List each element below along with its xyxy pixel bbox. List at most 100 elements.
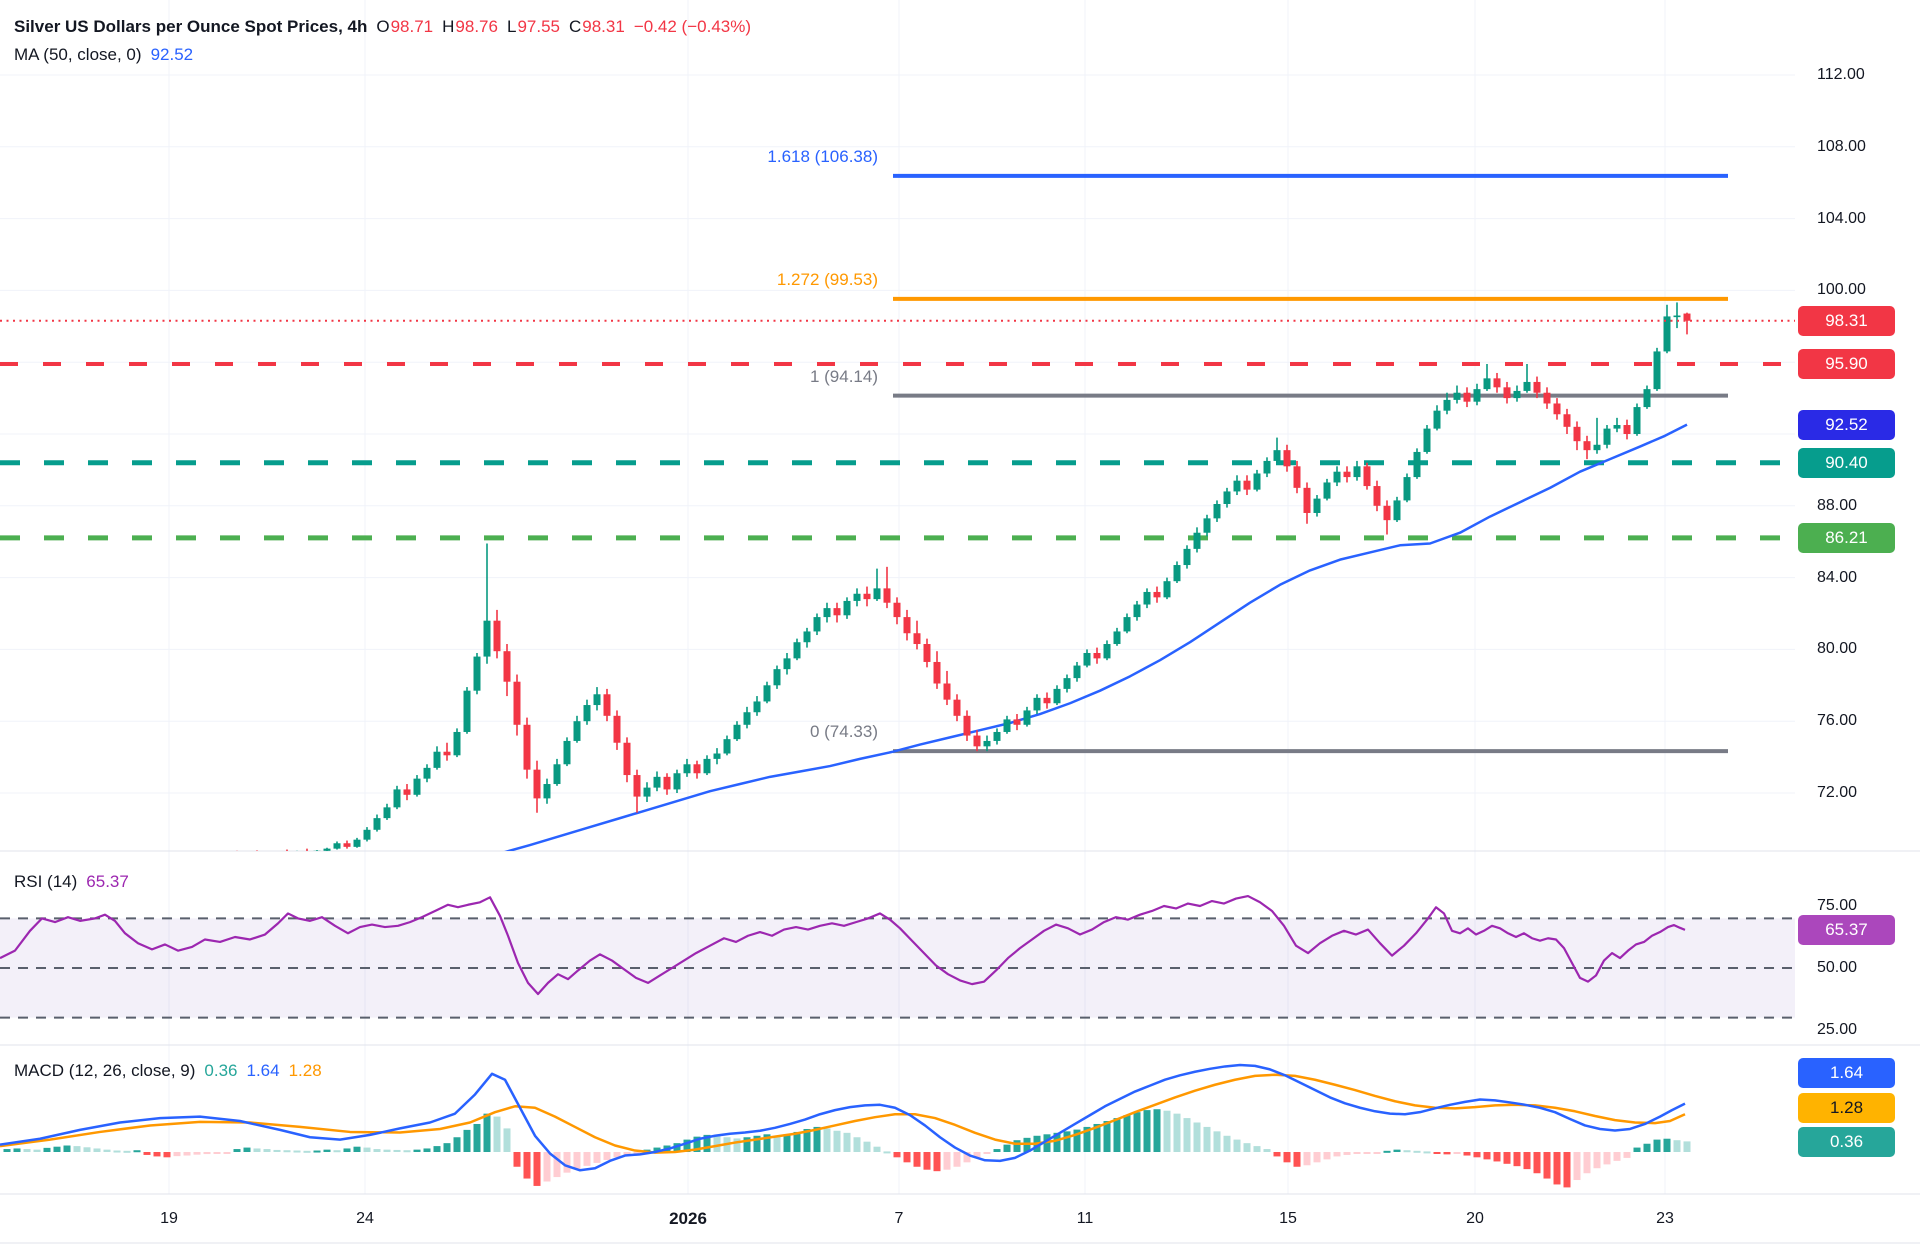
candle[interactable] — [1173, 561, 1181, 583]
candle[interactable] — [1123, 613, 1131, 634]
candle[interactable] — [1583, 435, 1591, 460]
candle[interactable] — [1543, 387, 1551, 409]
candle[interactable] — [1533, 376, 1541, 399]
candle[interactable] — [913, 620, 921, 650]
candle[interactable] — [683, 758, 691, 777]
candle[interactable] — [1683, 312, 1691, 335]
candle[interactable] — [943, 670, 951, 706]
candle[interactable] — [593, 687, 601, 711]
candle[interactable] — [333, 841, 341, 850]
candle[interactable] — [1263, 457, 1271, 478]
candle[interactable] — [1423, 425, 1431, 454]
candles[interactable] — [234, 302, 1691, 856]
candle[interactable] — [1433, 405, 1441, 431]
candle[interactable] — [1153, 586, 1161, 603]
candle[interactable] — [783, 652, 791, 675]
candle[interactable] — [1163, 577, 1171, 600]
candle[interactable] — [723, 735, 731, 756]
candle[interactable] — [1033, 694, 1041, 715]
candle[interactable] — [853, 588, 861, 607]
candle[interactable] — [1503, 381, 1511, 404]
price-levels[interactable] — [0, 361, 1795, 541]
candle[interactable] — [703, 755, 711, 776]
candle[interactable] — [873, 568, 881, 601]
candle[interactable] — [1483, 363, 1491, 391]
candle[interactable] — [1023, 706, 1031, 727]
candle[interactable] — [1223, 487, 1231, 508]
candle[interactable] — [244, 852, 251, 856]
candle[interactable] — [643, 782, 651, 802]
candle[interactable] — [553, 758, 561, 786]
candle[interactable] — [1233, 475, 1241, 496]
candle[interactable] — [533, 760, 541, 813]
candle[interactable] — [1593, 417, 1601, 454]
candle[interactable] — [993, 728, 1001, 745]
candle[interactable] — [1373, 480, 1381, 512]
candle[interactable] — [1553, 398, 1561, 420]
candle[interactable] — [543, 778, 551, 804]
candle[interactable] — [353, 837, 361, 848]
candle[interactable] — [1363, 462, 1371, 490]
candle[interactable] — [883, 566, 891, 609]
candle[interactable] — [833, 602, 841, 623]
candle[interactable] — [413, 775, 421, 797]
candle[interactable] — [1103, 640, 1111, 661]
candle[interactable] — [663, 773, 671, 795]
macd-signal-line[interactable] — [0, 1073, 1686, 1154]
candle[interactable] — [1273, 437, 1281, 463]
candle[interactable] — [443, 742, 451, 761]
candle[interactable] — [304, 848, 311, 853]
candle[interactable] — [1453, 385, 1461, 404]
candle[interactable] — [343, 840, 351, 849]
candle[interactable] — [613, 710, 621, 750]
candle[interactable] — [433, 746, 441, 770]
candle[interactable] — [1283, 444, 1291, 472]
candle[interactable] — [513, 674, 521, 736]
candle[interactable] — [813, 613, 821, 636]
candle[interactable] — [483, 543, 491, 664]
candle[interactable] — [1413, 448, 1421, 479]
candle[interactable] — [1563, 408, 1571, 434]
candle[interactable] — [1203, 514, 1211, 537]
candle[interactable] — [323, 847, 331, 853]
candle[interactable] — [573, 715, 581, 743]
candle[interactable] — [1513, 385, 1521, 402]
candle[interactable] — [623, 737, 631, 783]
fib-extension-lines[interactable] — [893, 173, 1728, 754]
candle[interactable] — [1673, 302, 1681, 329]
candle[interactable] — [673, 769, 681, 793]
candle[interactable] — [743, 706, 751, 729]
candle[interactable] — [1213, 500, 1221, 522]
candle[interactable] — [1313, 495, 1321, 517]
ma-line[interactable] — [498, 423, 1688, 854]
candle[interactable] — [953, 694, 961, 722]
candle[interactable] — [313, 850, 321, 854]
candle[interactable] — [653, 771, 661, 792]
candle[interactable] — [1303, 482, 1311, 524]
candle[interactable] — [264, 852, 271, 856]
candle[interactable] — [1663, 304, 1671, 354]
candle[interactable] — [933, 651, 941, 689]
candle[interactable] — [1573, 421, 1581, 451]
candle[interactable] — [1043, 692, 1051, 709]
candle[interactable] — [983, 735, 991, 752]
candle[interactable] — [453, 728, 461, 758]
candle[interactable] — [1073, 661, 1081, 682]
macd-line[interactable] — [0, 1063, 1686, 1172]
rsi-pane[interactable] — [0, 894, 1795, 1019]
candle[interactable] — [1633, 403, 1641, 436]
candle[interactable] — [1183, 545, 1191, 569]
candle[interactable] — [583, 699, 591, 725]
candle[interactable] — [1523, 363, 1531, 393]
candle[interactable] — [473, 652, 481, 695]
candle[interactable] — [1493, 372, 1501, 393]
candle[interactable] — [793, 638, 801, 661]
candle[interactable] — [503, 644, 511, 697]
macd-pane[interactable] — [0, 1063, 1691, 1188]
candle[interactable] — [753, 696, 761, 716]
candle[interactable] — [363, 827, 371, 842]
candle[interactable] — [1243, 475, 1251, 496]
candle[interactable] — [1323, 478, 1331, 501]
